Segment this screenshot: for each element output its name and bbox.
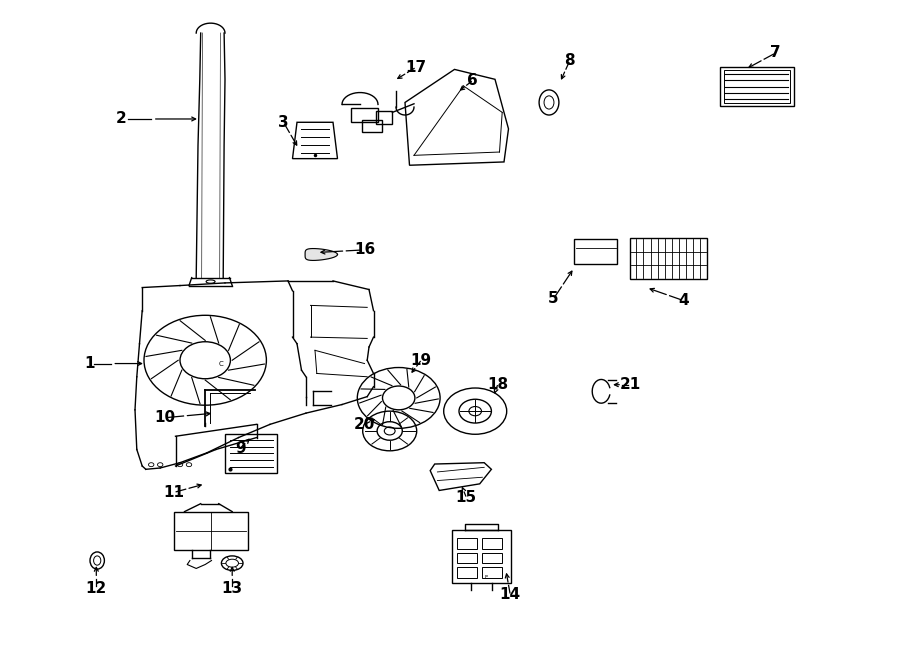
Text: 18: 18 bbox=[487, 377, 508, 392]
Text: 4: 4 bbox=[679, 293, 689, 308]
Polygon shape bbox=[305, 249, 338, 260]
Text: 21: 21 bbox=[619, 377, 641, 392]
Text: 8: 8 bbox=[564, 54, 575, 68]
Bar bbox=[362, 120, 382, 132]
Text: 11: 11 bbox=[163, 485, 184, 500]
Bar bbox=[724, 70, 790, 103]
Bar bbox=[482, 553, 502, 563]
Bar bbox=[482, 567, 502, 578]
Text: 5: 5 bbox=[548, 292, 559, 306]
Text: 9: 9 bbox=[235, 441, 246, 455]
Bar bbox=[453, 530, 511, 583]
Text: E: E bbox=[484, 575, 488, 580]
Text: C: C bbox=[219, 360, 224, 367]
Bar bbox=[482, 538, 502, 549]
Text: 6: 6 bbox=[467, 73, 478, 88]
Text: 16: 16 bbox=[354, 243, 375, 257]
Text: 2: 2 bbox=[116, 112, 127, 126]
Bar bbox=[720, 67, 794, 106]
Text: 13: 13 bbox=[221, 581, 243, 596]
Bar bbox=[174, 512, 248, 550]
Text: 12: 12 bbox=[86, 581, 107, 596]
Text: 17: 17 bbox=[405, 60, 427, 75]
Bar bbox=[457, 567, 477, 578]
Text: 10: 10 bbox=[154, 410, 176, 425]
Bar bbox=[457, 553, 477, 563]
Bar bbox=[574, 239, 617, 264]
Text: 1: 1 bbox=[85, 356, 95, 371]
Text: 20: 20 bbox=[354, 417, 375, 432]
Bar bbox=[351, 108, 378, 122]
Text: 7: 7 bbox=[770, 46, 781, 60]
Text: 19: 19 bbox=[410, 353, 432, 368]
Bar bbox=[457, 538, 477, 549]
Bar bbox=[225, 434, 277, 473]
Text: 3: 3 bbox=[278, 115, 289, 130]
Bar bbox=[630, 238, 707, 279]
Bar bbox=[376, 111, 392, 124]
Text: 15: 15 bbox=[455, 490, 477, 504]
Text: 14: 14 bbox=[500, 588, 521, 602]
